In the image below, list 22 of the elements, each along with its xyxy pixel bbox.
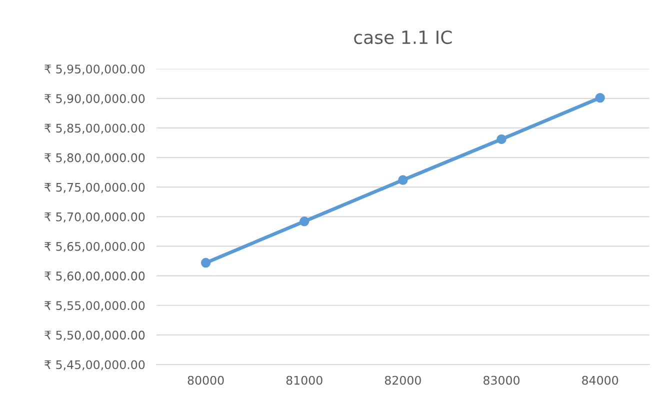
point: [200, 258, 211, 268]
y-tick-label: ₹ 5,80,00,000.00: [44, 153, 145, 164]
point: [300, 216, 310, 226]
y-tick-label: ₹ 5,50,00,000.00: [44, 330, 145, 341]
y-tick-label: ₹ 5,70,00,000.00: [44, 212, 145, 223]
point: [595, 92, 605, 103]
y-tick-label: ₹ 5,95,00,000.00: [44, 64, 145, 75]
x-tick-label: 83000: [484, 376, 520, 385]
y-tick-label: ₹ 5,60,00,000.00: [44, 272, 145, 282]
chart-title: case 1.1 IC: [354, 30, 452, 44]
y-tick-label: ₹ 5,90,00,000.00: [44, 94, 145, 104]
y-tick-label: ₹ 5,55,00,000.00: [44, 301, 145, 312]
x-tick-label: 81000: [286, 376, 322, 385]
point: [496, 134, 506, 144]
x-tick-label: 84000: [582, 376, 618, 385]
y-tick-label: ₹ 5,85,00,000.00: [44, 124, 145, 134]
y-tick-label: ₹ 5,65,00,000.00: [44, 242, 145, 252]
x-tick-label: 82000: [384, 376, 421, 385]
y-tick-label: ₹ 5,45,00,000.00: [44, 360, 145, 370]
y-tick-label: ₹ 5,75,00,000.00: [44, 182, 145, 193]
point: [398, 175, 408, 185]
x-tick-label: 80000: [188, 376, 224, 385]
